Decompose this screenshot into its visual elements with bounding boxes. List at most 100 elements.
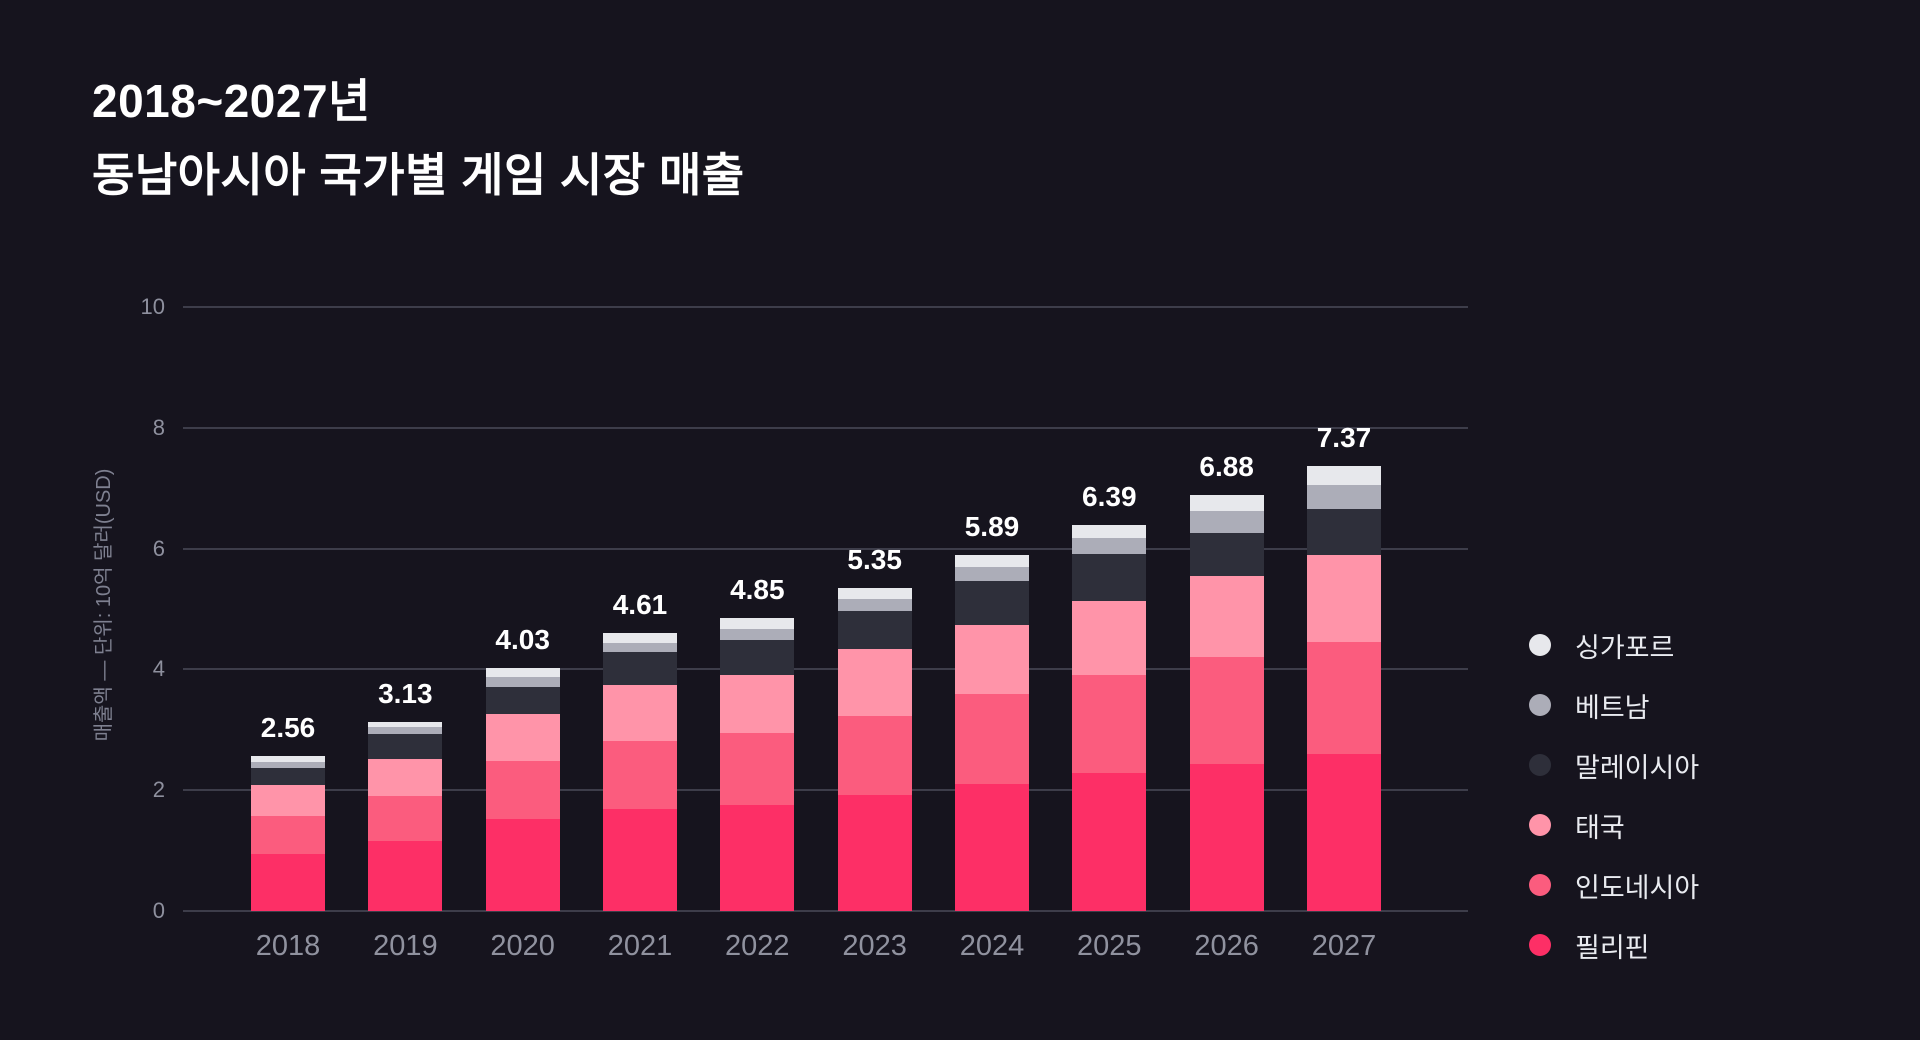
legend-item-태국[interactable]: 태국 [1529, 795, 1699, 855]
bar-segment-2018-인도네시아[interactable] [251, 816, 325, 854]
legend-label-인도네시아: 인도네시아 [1575, 872, 1700, 903]
bar-segment-2022-태국[interactable] [720, 674, 795, 733]
legend-item-베트남[interactable]: 베트남 [1529, 675, 1699, 735]
bar-segment-2023-인도네시아[interactable] [837, 715, 912, 795]
bar-segment-2025-싱가포르[interactable] [1072, 525, 1147, 538]
bar-2025 [1072, 525, 1147, 911]
bar-total-label-2021: 4.61 [612, 588, 668, 620]
gridline-4 [183, 668, 1468, 671]
bar-segment-2022-필리핀[interactable] [720, 805, 795, 911]
x-axis-tick-2019: 2019 [373, 930, 438, 962]
bar-segment-2019-싱가포르[interactable] [368, 721, 443, 727]
bar-segment-2024-인도네시아[interactable] [954, 693, 1029, 785]
bar-segment-2022-베트남[interactable] [720, 628, 795, 640]
bar-segment-2019-말레이시아[interactable] [368, 734, 443, 760]
legend-item-필리핀[interactable]: 필리핀 [1529, 915, 1699, 975]
x-axis-tick-2020: 2020 [490, 930, 555, 962]
legend-item-싱가포르[interactable]: 싱가포르 [1529, 615, 1699, 675]
bar-segment-2027-태국[interactable] [1306, 554, 1381, 642]
bar-segment-2021-베트남[interactable] [602, 642, 677, 653]
bar-segment-2023-필리핀[interactable] [837, 794, 912, 911]
bar-segment-2025-베트남[interactable] [1072, 537, 1147, 554]
bar-segment-2022-말레이시아[interactable] [720, 639, 795, 675]
legend-item-말레이시아[interactable]: 말레이시아 [1529, 735, 1699, 795]
bar-total-label-2023: 5.35 [847, 543, 902, 575]
bar-segment-2024-태국[interactable] [954, 625, 1029, 694]
legend-label-말레이시아: 말레이시아 [1575, 752, 1700, 783]
legend-label-필리핀: 필리핀 [1575, 932, 1650, 963]
y-axis-tick-2: 2 [152, 777, 165, 803]
bar-segment-2021-싱가포르[interactable] [602, 632, 677, 643]
bar-total-label-2027: 7.37 [1316, 421, 1372, 453]
bar-segment-2019-인도네시아[interactable] [368, 795, 443, 842]
bar-segment-2021-태국[interactable] [602, 685, 677, 741]
bar-segment-2020-말레이시아[interactable] [485, 686, 560, 715]
gridline-2 [183, 789, 1468, 792]
bar-segment-2024-필리핀[interactable] [954, 784, 1029, 911]
y-axis-tick-10: 10 [140, 294, 165, 319]
bar-segment-2026-싱가포르[interactable] [1189, 495, 1264, 512]
bar-segment-2025-말레이시아[interactable] [1072, 554, 1147, 601]
bar-segment-2027-말레이시아[interactable] [1306, 509, 1381, 555]
bar-segment-2018-태국[interactable] [251, 784, 325, 817]
bar-segment-2027-필리핀[interactable] [1306, 753, 1381, 911]
bar-total-label-2022: 4.85 [730, 574, 785, 606]
bar-segment-2023-태국[interactable] [837, 649, 912, 716]
bar-segment-2018-싱가포르[interactable] [251, 756, 325, 763]
x-axis-tick-2022: 2022 [725, 930, 790, 962]
legend-label-싱가포르: 싱가포르 [1575, 632, 1675, 663]
bar-total-label-2019: 3.13 [378, 677, 433, 709]
gridline-8 [183, 426, 1468, 429]
bar-segment-2020-인도네시아[interactable] [485, 761, 560, 819]
bar-segment-2020-태국[interactable] [485, 714, 560, 762]
chart-title-line2: 동남아시아 국가별 게임 시장 매출 [92, 149, 745, 201]
bar-segment-2025-인도네시아[interactable] [1072, 675, 1147, 773]
bar-segment-2020-필리핀[interactable] [485, 818, 560, 911]
x-axis-tick-2024: 2024 [959, 930, 1025, 962]
x-axis-tick-2027: 2027 [1311, 930, 1377, 962]
bar-segment-2018-필리핀[interactable] [251, 853, 325, 911]
bar-segment-2026-필리핀[interactable] [1189, 763, 1264, 911]
bar-total-label-2025: 6.39 [1082, 481, 1137, 513]
bar-segment-2021-말레이시아[interactable] [602, 652, 677, 686]
bar-segment-2026-말레이시아[interactable] [1189, 532, 1264, 577]
bar-segment-2023-베트남[interactable] [837, 598, 912, 612]
bar-segment-2027-싱가포르[interactable] [1306, 465, 1381, 485]
bar-segment-2024-베트남[interactable] [954, 566, 1029, 582]
bar-segment-2018-베트남[interactable] [251, 762, 325, 769]
x-axis-tick-2026: 2026 [1194, 930, 1259, 962]
bar-segment-2018-말레이시아[interactable] [251, 768, 325, 785]
bar-segment-2019-필리핀[interactable] [368, 841, 443, 911]
bar-segment-2022-싱가포르[interactable] [720, 618, 795, 629]
bar-segment-2022-인도네시아[interactable] [720, 732, 795, 806]
bar-segment-2026-태국[interactable] [1189, 576, 1264, 657]
bar-segment-2020-베트남[interactable] [485, 676, 560, 687]
bar-segment-2021-필리핀[interactable] [602, 808, 677, 911]
bar-segment-2025-필리핀[interactable] [1072, 772, 1147, 911]
bar-2022 [720, 618, 795, 911]
bar-segment-2027-베트남[interactable] [1306, 484, 1381, 510]
bar-segment-2027-인도네시아[interactable] [1306, 641, 1381, 754]
bar-segment-2019-태국[interactable] [368, 759, 443, 796]
bar-segment-2024-싱가포르[interactable] [954, 555, 1029, 567]
bar-segment-2020-싱가포르[interactable] [485, 667, 560, 677]
bar-segment-2026-베트남[interactable] [1189, 511, 1264, 533]
bar-segment-2021-인도네시아[interactable] [602, 740, 677, 809]
bar-total-label-2020: 4.03 [495, 623, 550, 655]
x-axis-tick-2025: 2025 [1077, 930, 1142, 962]
y-axis-tick-6: 6 [152, 535, 165, 561]
bar-segment-2023-싱가포르[interactable] [837, 587, 912, 599]
chart-title: 2018~2027년 동남아시아 국가별 게임 시장 매출 [92, 64, 745, 212]
legend-dot-말레이시아 [1529, 754, 1551, 776]
bar-segment-2025-태국[interactable] [1072, 600, 1147, 676]
bar-segment-2023-말레이시아[interactable] [837, 611, 912, 650]
bar-segment-2024-말레이시아[interactable] [954, 581, 1029, 626]
gridline-6 [183, 547, 1468, 550]
bar-segment-2026-인도네시아[interactable] [1189, 656, 1264, 764]
legend-item-인도네시아[interactable]: 인도네시아 [1529, 855, 1699, 915]
gridline-10 [183, 306, 1468, 308]
legend-dot-싱가포르 [1529, 634, 1551, 656]
bar-segment-2019-베트남[interactable] [368, 726, 443, 734]
chart-title-line1: 2018~2027년 [92, 75, 371, 127]
